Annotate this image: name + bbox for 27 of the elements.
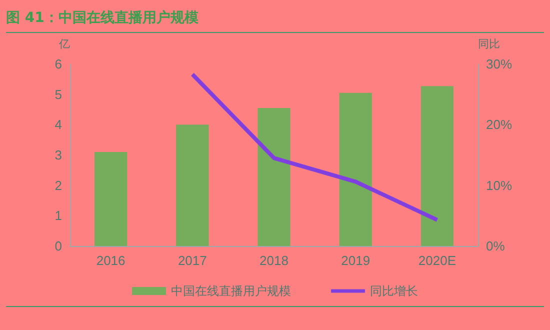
y2-tick-label: 30% (486, 56, 512, 72)
bar (176, 124, 209, 246)
y-tick-label: 1 (54, 208, 62, 224)
x-tick-label: 2020E (418, 253, 456, 268)
x-tick-label: 2016 (96, 253, 126, 268)
y-axis-title: 亿 (58, 38, 70, 50)
line-series (190, 72, 440, 222)
y-tick-label: 6 (54, 56, 62, 72)
x-tick-label: 2017 (178, 253, 207, 268)
legend-label: 中国在线直播用户规模 (171, 284, 291, 298)
bar (94, 152, 128, 246)
x-tick-label: 2019 (341, 253, 370, 268)
y2-tick-label: 0% (486, 238, 506, 254)
y-tick-label: 5 (54, 86, 62, 102)
legend-label: 同比增长 (370, 284, 418, 298)
bar (339, 92, 372, 246)
bar (420, 86, 454, 246)
y2-tick-label: 10% (486, 178, 512, 193)
y-tick-label: 4 (54, 117, 62, 132)
y-tick-label: 0 (54, 238, 62, 254)
bar (258, 108, 290, 246)
x-tick-label: 2018 (260, 253, 288, 268)
y-tick-label: 2 (54, 178, 62, 193)
y-tick-label: 3 (54, 148, 62, 162)
chart-title: 图 41：中国在线直播用户规模 (6, 6, 544, 33)
y2-tick-label: 20% (486, 117, 512, 132)
y2-axis-title: 同比 (478, 38, 500, 50)
